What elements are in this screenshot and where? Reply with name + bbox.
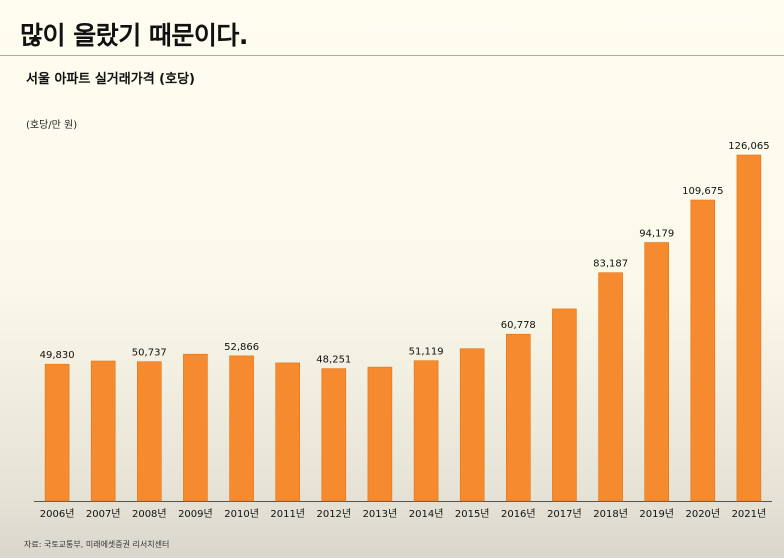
data-label-2016년: 60,778 [501, 320, 536, 331]
bar-2012년 [321, 368, 347, 502]
data-label-2021년: 126,065 [728, 141, 769, 152]
bar-2021년 [736, 154, 762, 502]
x-tick-2018년: 2018년 [593, 508, 628, 520]
bar-2008년 [137, 361, 162, 502]
bar-2015년 [459, 348, 485, 502]
x-tick-2009년: 2009년 [178, 508, 213, 520]
chart-title: 서울 아파트 실거래가격 (호당) [26, 72, 195, 87]
x-tick-2016년: 2016년 [501, 508, 536, 520]
x-tick-2007년: 2007년 [86, 508, 121, 520]
bar-2014년 [413, 360, 439, 502]
unit-label: (호당/만 원) [26, 120, 78, 131]
bar-2007년 [90, 360, 116, 502]
bar-2016년 [505, 333, 531, 502]
x-tick-2010년: 2010년 [224, 508, 259, 520]
bar-2011년 [275, 362, 301, 502]
x-tick-2021년: 2021년 [732, 508, 767, 520]
data-label-2018년: 83,187 [593, 259, 628, 270]
x-tick-2019년: 2019년 [639, 508, 674, 520]
data-label-2010년: 52,866 [224, 342, 259, 353]
bar-2019년 [644, 242, 670, 502]
x-tick-2008년: 2008년 [132, 508, 167, 520]
x-tick-2017년: 2017년 [547, 508, 582, 520]
x-tick-2006년: 2006년 [40, 508, 75, 520]
x-tick-2015년: 2015년 [455, 508, 490, 520]
data-label-2012년: 48,251 [316, 355, 351, 366]
bar-2009년 [183, 353, 208, 502]
data-label-2020년: 109,675 [682, 186, 723, 197]
x-tick-2012년: 2012년 [316, 508, 351, 520]
title-divider [0, 55, 784, 56]
data-label-2006년: 49,830 [40, 350, 75, 361]
bar-2020년 [690, 199, 716, 502]
x-tick-2011년: 2011년 [270, 508, 305, 520]
data-label-2014년: 51,119 [409, 347, 444, 358]
data-label-2008년: 50,737 [132, 348, 167, 359]
source-note: 자료: 국토교통부, 미래에셋증권 리서치센터 [24, 540, 170, 549]
data-label-2019년: 94,179 [639, 229, 674, 240]
bar-2017년 [552, 308, 577, 502]
bar-2018년 [598, 272, 623, 502]
headline: 많이 올랐기 때문이다. [20, 21, 248, 50]
bar-2006년 [44, 363, 70, 502]
x-tick-2020년: 2020년 [685, 508, 720, 520]
x-tick-2014년: 2014년 [409, 508, 444, 520]
bar-2010년 [229, 355, 254, 502]
x-tick-2013년: 2013년 [363, 508, 398, 520]
bar-2013년 [367, 366, 393, 502]
